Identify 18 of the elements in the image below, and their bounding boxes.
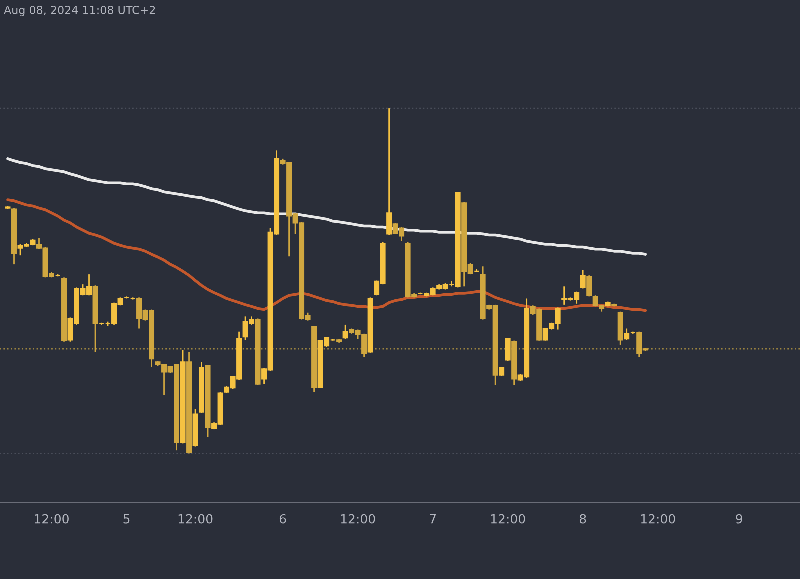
x-tick-label: 12:00	[35, 514, 69, 524]
x-tick-label: 6	[280, 514, 286, 524]
x-tick-label: 7	[430, 514, 436, 524]
text: Aug 08, 2024 11:08 UTC+2	[4, 6, 156, 17]
x-tick-label: 12:00	[641, 514, 676, 524]
x-tick-label: 8	[580, 514, 586, 524]
candlestick	[505, 337, 511, 362]
candlestick	[624, 328, 630, 341]
x-tick-label: 5	[124, 514, 130, 524]
x-tick-label: 12:00	[178, 514, 213, 524]
candlestick	[342, 324, 348, 340]
candlestick	[499, 366, 505, 378]
candlestick	[586, 274, 592, 298]
x-tick-label: 9	[736, 514, 742, 524]
candlestick	[580, 270, 586, 290]
candlestick	[386, 108, 392, 236]
x-tick-label: 12:00	[491, 514, 526, 524]
x-tick-label: 12:00	[341, 514, 376, 524]
